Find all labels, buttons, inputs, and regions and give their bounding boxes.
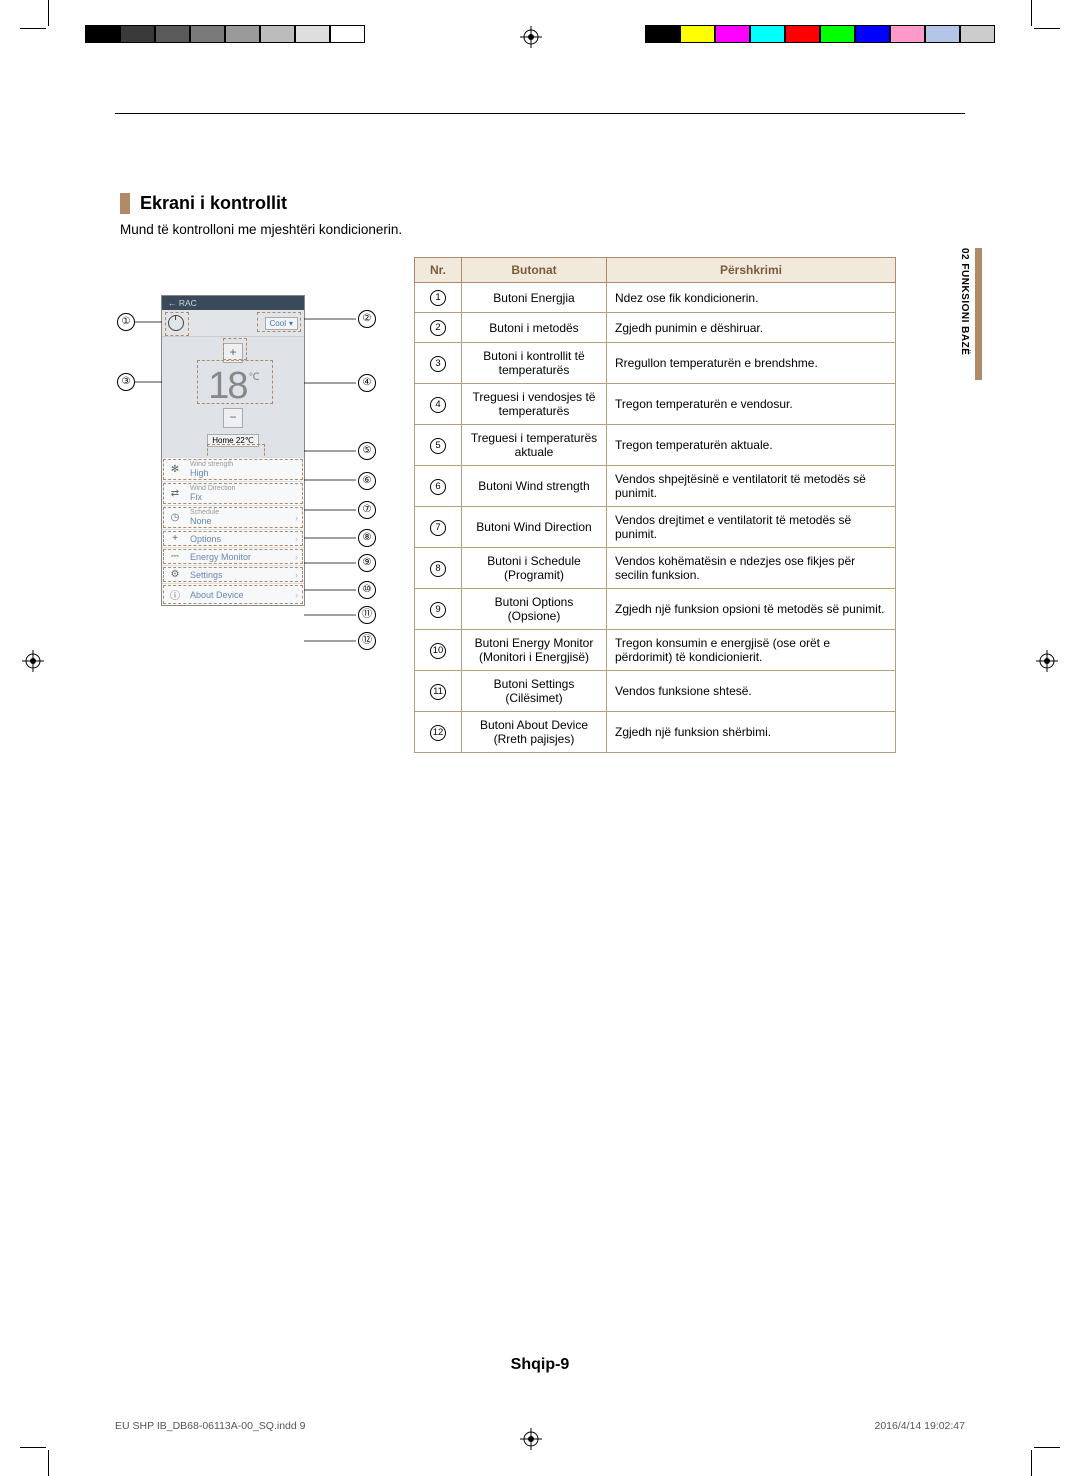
row-number: 5 bbox=[415, 425, 462, 466]
table-row: 12Butoni About Device (Rreth pajisjes)Zg… bbox=[415, 712, 896, 753]
row-description: Rregullon temperaturën e brendshme. bbox=[607, 343, 896, 384]
row-button: Butoni About Device (Rreth pajisjes) bbox=[462, 712, 607, 753]
row-number: 2 bbox=[415, 313, 462, 343]
registration-mark bbox=[520, 26, 542, 48]
row-description: Vendos funksione shtesë. bbox=[607, 671, 896, 712]
row-number: 4 bbox=[415, 384, 462, 425]
row-description: Vendos kohëmatësin e ndezjes ose fikjes … bbox=[607, 548, 896, 589]
row-button: Butoni i Schedule (Programit) bbox=[462, 548, 607, 589]
callout-2: ② bbox=[358, 310, 376, 328]
prepress-stamp: 2016/4/14 19:02:47 bbox=[874, 1420, 965, 1432]
row-button: Treguesi i vendosjes të temperaturës bbox=[462, 384, 607, 425]
prepress-file: EU SHP IB_DB68-06113A-00_SQ.indd 9 bbox=[115, 1420, 305, 1432]
callout-11: ⑪ bbox=[358, 606, 376, 624]
table-row: 1Butoni EnergjiaNdez ose fik kondicioner… bbox=[415, 283, 896, 313]
callout-4: ④ bbox=[358, 374, 376, 392]
row-description: Zgjedh një funksion opsioni të metodës s… bbox=[607, 589, 896, 630]
table-row: 4Treguesi i vendosjes të temperaturësTre… bbox=[415, 384, 896, 425]
app-back-header: ← RAC bbox=[162, 296, 304, 310]
list-item: ✻Wind strengthHigh bbox=[162, 457, 304, 481]
table-header-nr: Nr. bbox=[415, 258, 462, 283]
screenshot-column: ← RAC Cool▾ + 18℃ − Home 22℃ ✻Wind stre bbox=[120, 257, 386, 753]
temp-minus-button: − bbox=[223, 408, 243, 428]
section-title: Ekrani i kontrollit bbox=[120, 193, 965, 214]
description-table: Nr. Butonat Përshkrimi 1Butoni EnergjiaN… bbox=[414, 257, 896, 753]
row-button: Butoni Wind Direction bbox=[462, 507, 607, 548]
table-row: 6Butoni Wind strengthVendos shpejtësinë … bbox=[415, 466, 896, 507]
row-number: 8 bbox=[415, 548, 462, 589]
table-header-desc: Përshkrimi bbox=[607, 258, 896, 283]
row-number: 11 bbox=[415, 671, 462, 712]
app-screenshot: ← RAC Cool▾ + 18℃ − Home 22℃ ✻Wind stre bbox=[161, 295, 305, 606]
row-description: Tregon temperaturën aktuale. bbox=[607, 425, 896, 466]
table-header-btn: Butonat bbox=[462, 258, 607, 283]
row-description: Zgjedh punimin e dëshiruar. bbox=[607, 313, 896, 343]
list-item: ⓘAbout Device› bbox=[162, 583, 304, 605]
row-button: Butoni Energy Monitor (Monitori i Energj… bbox=[462, 630, 607, 671]
callout-5: ⑤ bbox=[358, 442, 376, 460]
callout-3: ③ bbox=[117, 373, 135, 391]
side-tab-bar bbox=[975, 248, 982, 380]
callout-6: ⑥ bbox=[358, 472, 376, 490]
table-row: 10Butoni Energy Monitor (Monitori i Ener… bbox=[415, 630, 896, 671]
row-number: 3 bbox=[415, 343, 462, 384]
row-button: Butoni Wind strength bbox=[462, 466, 607, 507]
table-row: 8Butoni i Schedule (Programit)Vendos koh… bbox=[415, 548, 896, 589]
row-number: 10 bbox=[415, 630, 462, 671]
row-number: 1 bbox=[415, 283, 462, 313]
table-row: 7Butoni Wind DirectionVendos drejtimet e… bbox=[415, 507, 896, 548]
registration-mark bbox=[1036, 650, 1058, 672]
callout-1: ① bbox=[117, 313, 135, 331]
list-item: ◷ScheduleNone› bbox=[162, 505, 304, 529]
row-button: Butoni i kontrollit të temperaturës bbox=[462, 343, 607, 384]
row-number: 9 bbox=[415, 589, 462, 630]
row-button: Butoni Options (Opsione) bbox=[462, 589, 607, 630]
row-description: Zgjedh një funksion shërbimi. bbox=[607, 712, 896, 753]
callout-8: ⑧ bbox=[358, 529, 376, 547]
list-item: ⎓Energy Monitor› bbox=[162, 547, 304, 565]
row-number: 7 bbox=[415, 507, 462, 548]
table-row: 11Butoni Settings (Cilësimet)Vendos funk… bbox=[415, 671, 896, 712]
table-row: 3Butoni i kontrollit të temperaturësRreg… bbox=[415, 343, 896, 384]
row-description: Vendos shpejtësinë e ventilatorit të met… bbox=[607, 466, 896, 507]
section-subtitle: Mund të kontrolloni me mjeshtëri kondici… bbox=[120, 222, 965, 237]
row-button: Butoni Energjia bbox=[462, 283, 607, 313]
row-description: Vendos drejtimet e ventilatorit të metod… bbox=[607, 507, 896, 548]
callout-9: ⑨ bbox=[358, 554, 376, 572]
table-row: 5Treguesi i temperaturës aktualeTregon t… bbox=[415, 425, 896, 466]
row-number: 12 bbox=[415, 712, 462, 753]
list-item: ⚙Settings› bbox=[162, 565, 304, 583]
row-button: Treguesi i temperaturës aktuale bbox=[462, 425, 607, 466]
prepress-footer: EU SHP IB_DB68-06113A-00_SQ.indd 9 2016/… bbox=[115, 1420, 965, 1432]
list-item: +Options› bbox=[162, 529, 304, 547]
power-icon bbox=[168, 315, 184, 331]
callout-10: ⑩ bbox=[358, 581, 376, 599]
callout-7: ⑦ bbox=[358, 501, 376, 519]
list-item: ⇄Wind DirectionFix bbox=[162, 481, 304, 505]
row-description: Tregon konsumin e energjisë (ose orët e … bbox=[607, 630, 896, 671]
row-description: Tregon temperaturën e vendosur. bbox=[607, 384, 896, 425]
callout-12: ⑫ bbox=[358, 632, 376, 650]
table-row: 2Butoni i metodësZgjedh punimin e dëshir… bbox=[415, 313, 896, 343]
row-button: Butoni Settings (Cilësimet) bbox=[462, 671, 607, 712]
table-row: 9Butoni Options (Opsione)Zgjedh një funk… bbox=[415, 589, 896, 630]
row-description: Ndez ose fik kondicionerin. bbox=[607, 283, 896, 313]
registration-mark bbox=[22, 650, 44, 672]
row-button: Butoni i metodës bbox=[462, 313, 607, 343]
page-footer: Shqip-9 bbox=[0, 1356, 1080, 1374]
row-number: 6 bbox=[415, 466, 462, 507]
